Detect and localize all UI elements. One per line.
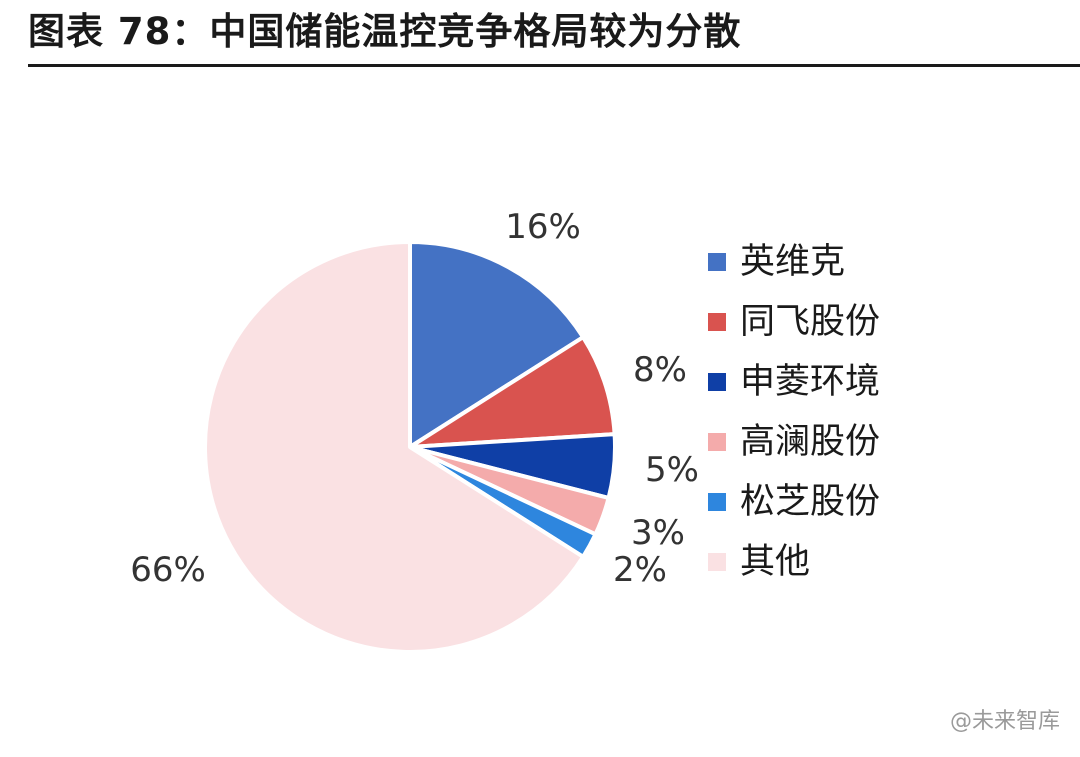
legend-swatch bbox=[708, 433, 726, 451]
slice-percent-label: 5% bbox=[645, 450, 699, 490]
legend-label: 其他 bbox=[740, 542, 811, 582]
legend-label: 申菱环境 bbox=[740, 362, 881, 402]
chart-title: 图表 78：中国储能温控竞争格局较为分散 bbox=[28, 10, 742, 53]
legend-item: 英维克 bbox=[708, 232, 880, 292]
legend-swatch bbox=[708, 493, 726, 511]
legend-label: 松芝股份 bbox=[740, 482, 881, 522]
legend-swatch bbox=[708, 313, 726, 331]
legend-label: 同飞股份 bbox=[740, 302, 881, 342]
watermark: @未来智库 bbox=[949, 709, 1060, 734]
chart-legend: 英维克 同飞股份 申菱环境 高澜股份 松芝股份 其他 bbox=[708, 232, 880, 592]
legend-label: 高澜股份 bbox=[740, 422, 881, 462]
pie-slice-6 bbox=[203, 240, 586, 654]
legend-swatch bbox=[708, 253, 726, 271]
slice-percent-label: 2% bbox=[613, 550, 667, 590]
legend-swatch bbox=[708, 373, 726, 391]
slice-percent-label: 16% bbox=[505, 207, 581, 247]
legend-item: 同飞股份 bbox=[708, 292, 880, 352]
title-divider bbox=[28, 64, 1080, 67]
legend-item: 高澜股份 bbox=[708, 412, 880, 472]
legend-item: 松芝股份 bbox=[708, 472, 880, 532]
pie-slice-1 bbox=[408, 240, 586, 449]
slice-percent-label: 8% bbox=[633, 350, 687, 390]
legend-item: 申菱环境 bbox=[708, 352, 880, 412]
slice-percent-label: 3% bbox=[631, 513, 685, 553]
legend-label: 英维克 bbox=[740, 242, 846, 282]
legend-item: 其他 bbox=[708, 532, 880, 592]
slice-percent-label: 66% bbox=[130, 550, 206, 590]
legend-swatch bbox=[708, 553, 726, 571]
